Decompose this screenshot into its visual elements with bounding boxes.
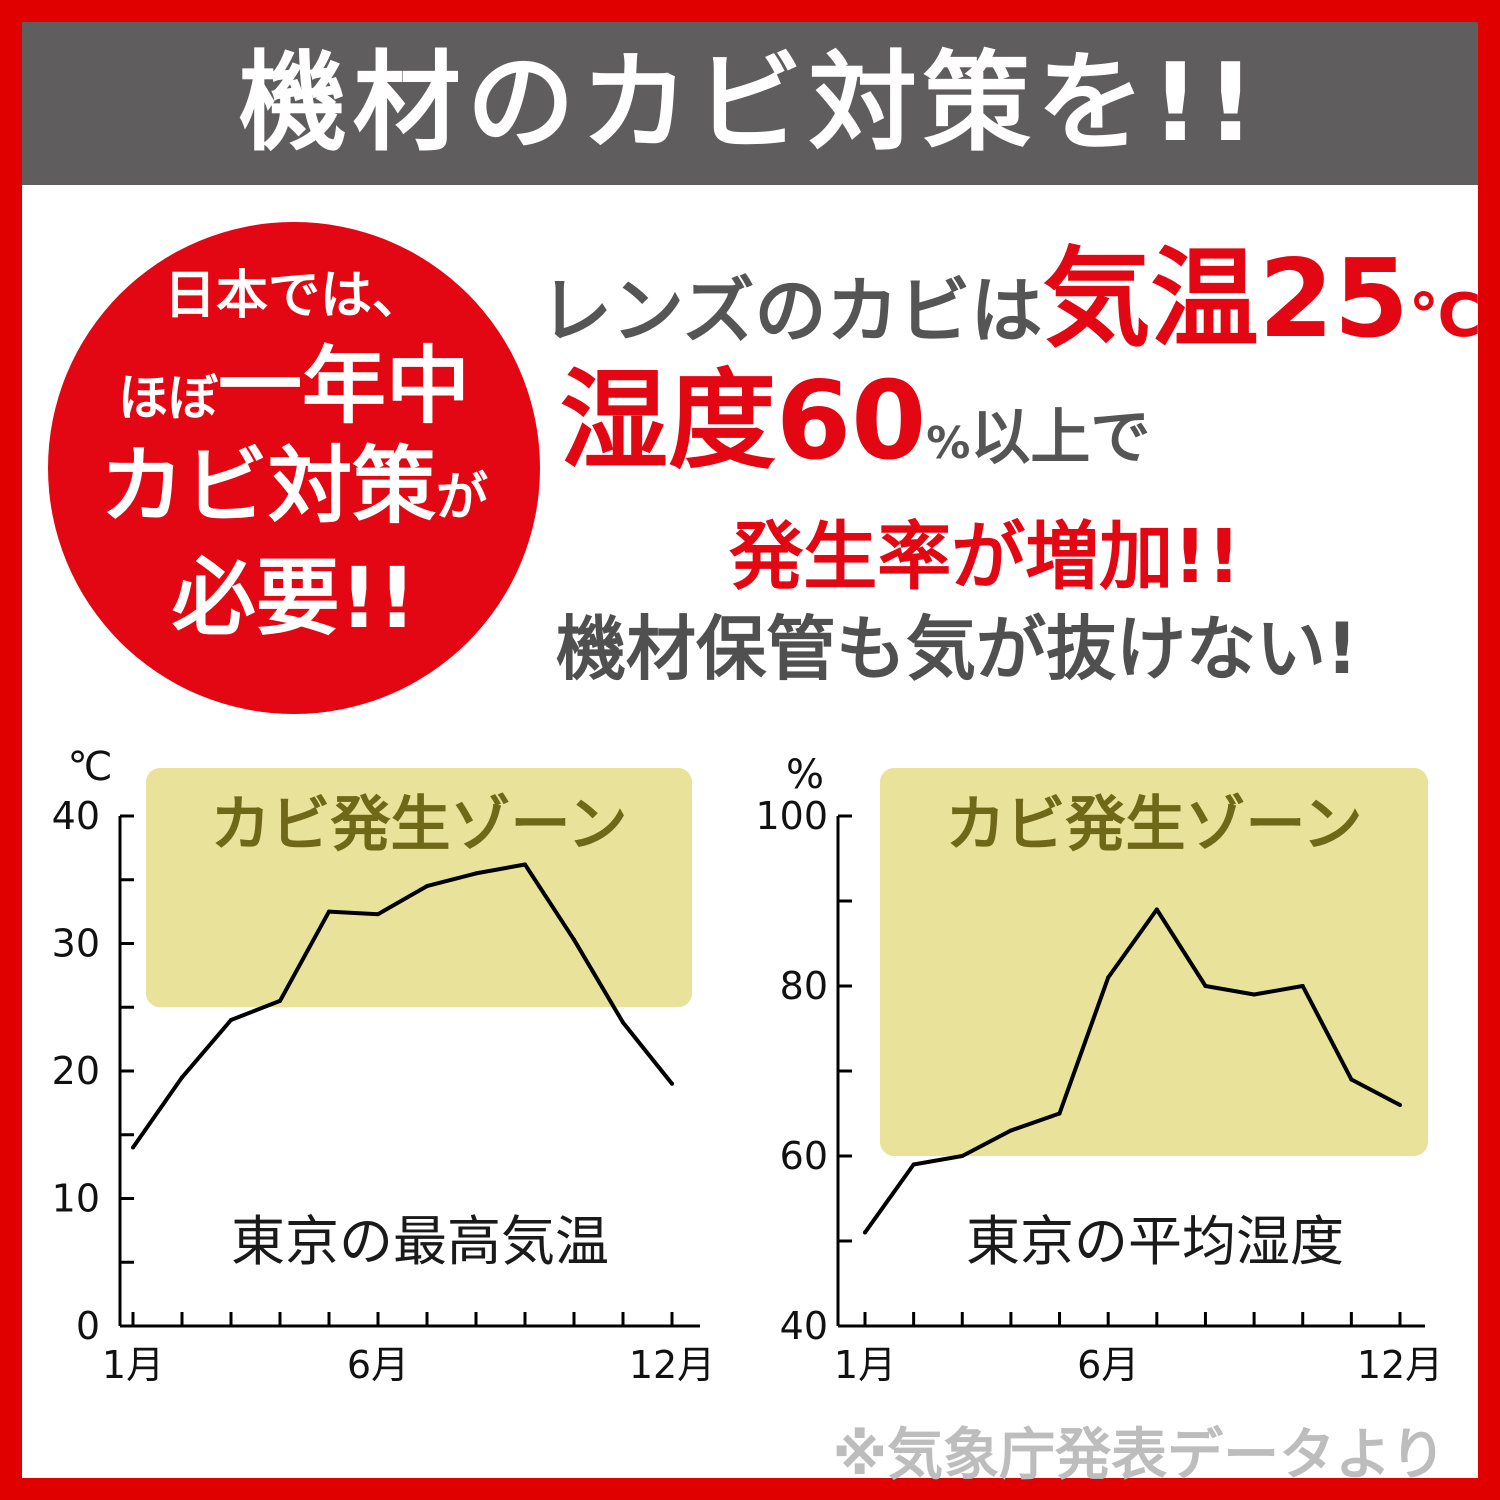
message-line-2: 湿度60%以上で xyxy=(560,368,1150,476)
data-point xyxy=(327,909,331,914)
data-point xyxy=(1106,975,1111,980)
chart-caption: 東京の最高気温 xyxy=(231,1210,609,1273)
message-line-4: 機材保管も気が抜けない! xyxy=(556,608,1358,690)
data-point xyxy=(1252,992,1257,997)
data-point xyxy=(131,1145,135,1150)
y-tick-label: 40 xyxy=(780,1304,828,1348)
data-point xyxy=(670,1081,674,1086)
data-point xyxy=(1203,984,1208,988)
y-tick-label: 10 xyxy=(52,1177,100,1221)
chart-caption: 東京の平均湿度 xyxy=(966,1210,1344,1273)
message-line-3: 発生率が増加!! xyxy=(729,514,1241,600)
data-point xyxy=(1349,1077,1354,1082)
badge-line-1: 日本では、 xyxy=(163,266,424,326)
message-line-1-prefix: レンズのカビは xyxy=(540,269,1043,353)
mold-zone-label: カビ発生ゾーン xyxy=(946,790,1363,860)
y-tick-label: 80 xyxy=(780,964,828,1008)
data-point xyxy=(278,998,282,1003)
x-tick-label: 1月 xyxy=(834,1343,896,1387)
y-axis-unit: ℃ xyxy=(68,744,113,790)
badge-line-2-prefix: ほぼ xyxy=(117,369,218,427)
badge-line-2: ほぼ一年中 xyxy=(48,344,540,428)
data-point xyxy=(376,912,380,917)
y-tick-label: 40 xyxy=(52,794,100,838)
message-temperature-unit: ℃ xyxy=(1408,281,1482,351)
data-point xyxy=(474,871,478,876)
message-humidity-unit: % xyxy=(926,418,971,469)
x-tick-label: 6月 xyxy=(347,1343,409,1387)
y-tick-label: 30 xyxy=(52,922,100,966)
badge-line-2-emphasis: 一年中 xyxy=(217,337,470,435)
y-tick-label: 20 xyxy=(52,1049,100,1093)
series-line xyxy=(131,862,674,1149)
message-line-2-suffix: 以上で xyxy=(970,403,1151,473)
badge-line-4: 必要!! xyxy=(171,549,417,647)
y-tick-label: 60 xyxy=(780,1134,828,1178)
x-tick-label: 1月 xyxy=(102,1343,164,1387)
mold-zone xyxy=(146,768,692,1008)
message-temperature: 気温25 xyxy=(1042,237,1409,362)
badge-line-3: カビ対策が xyxy=(48,444,540,528)
message-line-1: レンズのカビは気温25℃ xyxy=(540,246,1482,354)
humidity-chart: カビ発生ゾーン 40 60 80 100% 1月 6月 12月 東京の平均湿度 xyxy=(755,752,1443,1387)
message-humidity: 湿度60 xyxy=(560,359,927,484)
data-point xyxy=(1398,1103,1402,1107)
data-point xyxy=(1154,907,1159,912)
data-point xyxy=(1008,1128,1013,1133)
x-tick-label: 12月 xyxy=(1357,1343,1443,1387)
header-banner: 機材のカビ対策を!! xyxy=(22,22,1478,185)
badge-line-3-particle: が xyxy=(436,468,489,528)
mold-zone xyxy=(880,768,1428,1156)
badge-line-3-emphasis: カビ対策 xyxy=(99,437,436,535)
y-tick-label: 100 xyxy=(755,794,828,838)
y-axis-unit: % xyxy=(786,752,824,798)
data-point xyxy=(180,1075,184,1080)
mold-zone-label: カビ発生ゾーン xyxy=(211,790,628,860)
data-point xyxy=(1300,984,1305,988)
data-point xyxy=(911,1162,916,1167)
data-point xyxy=(960,1154,965,1158)
data-point xyxy=(229,1018,233,1022)
data-point xyxy=(863,1230,867,1235)
data-point xyxy=(572,937,576,942)
series-line xyxy=(863,907,1401,1234)
data-point xyxy=(425,884,429,889)
page-title: 機材のカビ対策を!! xyxy=(238,40,1262,166)
year-round-badge: 日本では、 ほぼ一年中 カビ対策が 必要!! xyxy=(48,222,540,714)
data-point xyxy=(1057,1111,1062,1116)
x-tick-label: 12月 xyxy=(629,1343,715,1387)
data-point xyxy=(621,1020,625,1025)
source-note: ※気象庁発表データより xyxy=(832,1423,1446,1488)
x-tick-label: 6月 xyxy=(1077,1343,1139,1387)
y-tick-label: 0 xyxy=(76,1304,100,1348)
data-point xyxy=(523,862,527,867)
temperature-chart: カビ発生ゾーン 0 10 20 30 40℃ 1月 6月 12月 東京の最高気温 xyxy=(52,744,716,1387)
